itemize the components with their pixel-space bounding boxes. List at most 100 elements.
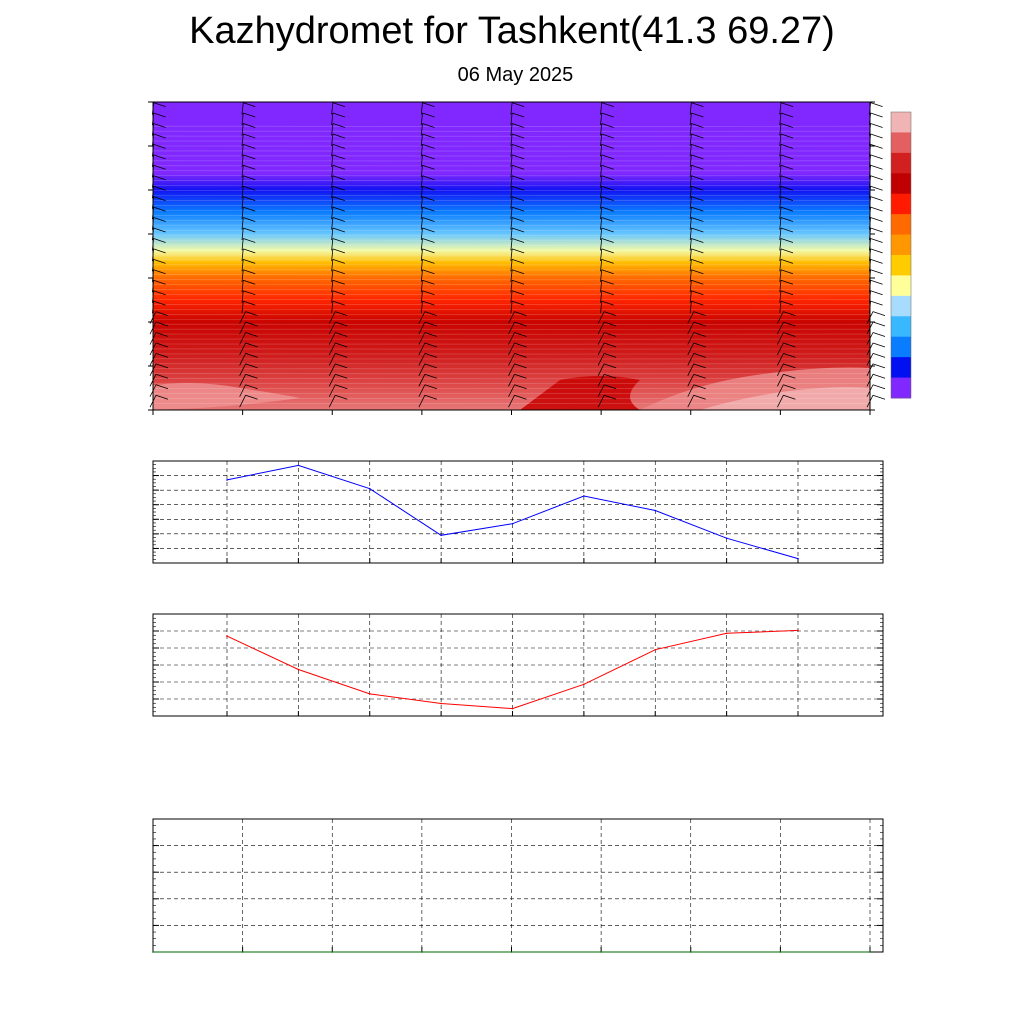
- wind-barb-flag: [603, 394, 617, 400]
- wind-barb-flag: [153, 269, 166, 275]
- wind-barb-flag: [870, 248, 883, 254]
- wind-barb-flag: [422, 196, 435, 202]
- wind-barb-flag: [422, 154, 435, 160]
- wind-barbs: [149, 102, 886, 408]
- wind-barb-flag: [153, 279, 166, 285]
- wind-barb-staff: [420, 248, 423, 261]
- wind-barb-flag: [693, 332, 706, 337]
- wind-barb-staff: [600, 113, 603, 126]
- wind-barb-staff: [241, 207, 244, 220]
- wind-barb-flag: [155, 353, 169, 358]
- wind-barb-flag: [332, 196, 345, 202]
- wind-barb-staff: [239, 311, 246, 324]
- wind-barb-flag: [872, 353, 886, 358]
- wind-barb-flag: [601, 238, 614, 243]
- wind-barb-flag: [691, 175, 704, 181]
- wind-barb-flag: [422, 279, 435, 285]
- wind-barb-flag: [691, 300, 704, 306]
- wind-barb-flag: [872, 342, 886, 348]
- wind-barb-staff: [420, 238, 423, 251]
- wind-barb-flag: [780, 185, 794, 191]
- colorbar-swatch: [891, 255, 911, 276]
- wind-barb-flag: [153, 133, 166, 139]
- wind-barb-staff: [779, 165, 782, 178]
- wind-barb-staff: [689, 280, 692, 293]
- wind-barb-staff: [418, 332, 426, 345]
- wind-barb-flag: [155, 373, 169, 379]
- wind-barb-flag: [601, 258, 614, 264]
- wind-barb-staff: [689, 175, 692, 188]
- wind-barb-staff: [328, 395, 336, 408]
- wind-barb-flag: [332, 154, 345, 160]
- wind-barb-flag: [511, 112, 525, 118]
- data-point: [421, 951, 423, 953]
- wind-barb-flag: [335, 311, 348, 316]
- wind-barb-staff: [687, 363, 695, 377]
- wind-barb-flag: [422, 290, 435, 296]
- wind-barb-staff: [241, 144, 244, 157]
- wind-barb-flag: [780, 279, 794, 285]
- wind-barb-flag: [243, 144, 256, 149]
- wind-barb-flag: [422, 144, 435, 149]
- wind-barb-flag: [514, 332, 527, 337]
- wind-barb-flag: [511, 185, 525, 191]
- wind-barb-staff: [420, 113, 423, 126]
- wind-barb-staff: [779, 186, 782, 199]
- wind-barb-staff: [241, 186, 244, 199]
- wind-barb-staff: [777, 395, 784, 408]
- wind-barb-flag: [691, 279, 704, 285]
- wind-barb-staff: [420, 227, 423, 241]
- wind-barb-flag: [335, 342, 348, 348]
- wind-barb-flag: [511, 133, 525, 139]
- data-point: [368, 693, 371, 695]
- wind-barb-flag: [601, 102, 614, 107]
- wind-barb-flag: [155, 311, 169, 316]
- wind-barb-staff: [689, 123, 692, 136]
- wind-barb-flag: [783, 384, 796, 390]
- wind-barb-flag: [603, 311, 617, 316]
- data-point: [152, 951, 154, 953]
- wind-barb-staff: [600, 175, 603, 188]
- colorbar-swatch: [891, 336, 911, 358]
- wind-barb-flag: [243, 290, 256, 296]
- wind-barb-staff: [331, 186, 334, 199]
- wind-barb-staff: [779, 217, 782, 230]
- wind-barb-staff: [510, 280, 513, 293]
- wind-barb-staff: [331, 165, 334, 178]
- wind-barb-flag: [693, 321, 706, 327]
- wind-barb-staff: [420, 186, 423, 199]
- wind-barb-staff: [687, 332, 695, 345]
- wind-barb-staff: [779, 207, 782, 220]
- wind-barb-flag: [422, 123, 435, 128]
- wind-barb-flag: [691, 290, 704, 296]
- wind-barb-flag: [332, 258, 345, 264]
- colorbar-swatch: [891, 377, 911, 399]
- colorbar-swatch: [891, 152, 911, 174]
- wind-barb-flag: [691, 238, 704, 243]
- wind-barb-staff: [777, 332, 784, 345]
- data-point: [368, 487, 371, 490]
- wind-barb-flag: [511, 227, 525, 233]
- wind-barb-flag: [603, 342, 617, 348]
- wind-barb-staff: [508, 384, 515, 397]
- wind-barb-staff: [510, 196, 513, 209]
- wind-barb-flag: [601, 185, 614, 191]
- wind-barb-flag: [601, 217, 614, 222]
- wind-barb-staff: [420, 259, 423, 272]
- wind-barb-flag: [601, 112, 614, 118]
- wind-barb-flag: [870, 206, 883, 212]
- wind-barb-flag: [245, 311, 258, 316]
- wind-barb-staff: [600, 123, 603, 136]
- data-point: [654, 648, 657, 651]
- wind-barb-staff: [689, 238, 692, 251]
- wind-barb-flag: [872, 311, 886, 316]
- wind-barb-flag: [693, 311, 706, 316]
- wind-barb-flag: [424, 394, 438, 400]
- wind-barb-flag: [332, 185, 345, 191]
- wind-barb-flag: [870, 154, 883, 160]
- wind-barb-flag: [691, 185, 704, 191]
- wind-barb-staff: [779, 175, 782, 188]
- colorbar-swatch: [891, 193, 911, 215]
- wind-barb-staff: [687, 342, 695, 356]
